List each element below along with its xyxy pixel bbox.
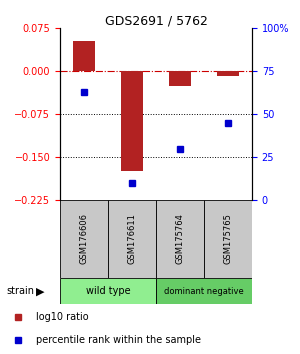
Text: GSM176611: GSM176611: [128, 213, 136, 264]
Text: percentile rank within the sample: percentile rank within the sample: [36, 335, 201, 346]
Text: wild type: wild type: [86, 286, 130, 296]
Bar: [156, 200, 204, 278]
Bar: [108, 200, 156, 278]
Bar: [60, 278, 156, 304]
Text: GSM176606: GSM176606: [80, 213, 88, 264]
Bar: [60, 200, 108, 278]
Text: ▶: ▶: [36, 286, 44, 296]
Bar: [121, 71, 143, 171]
Text: GSM175765: GSM175765: [224, 213, 232, 264]
Text: GSM175764: GSM175764: [176, 213, 184, 264]
Text: dominant negative: dominant negative: [164, 287, 244, 296]
Bar: [204, 200, 252, 278]
Title: GDS2691 / 5762: GDS2691 / 5762: [105, 14, 207, 27]
Bar: [73, 41, 95, 71]
Bar: [156, 278, 252, 304]
Bar: [217, 71, 239, 76]
Text: log10 ratio: log10 ratio: [36, 312, 88, 322]
Text: strain: strain: [6, 286, 34, 296]
Bar: [169, 71, 191, 86]
